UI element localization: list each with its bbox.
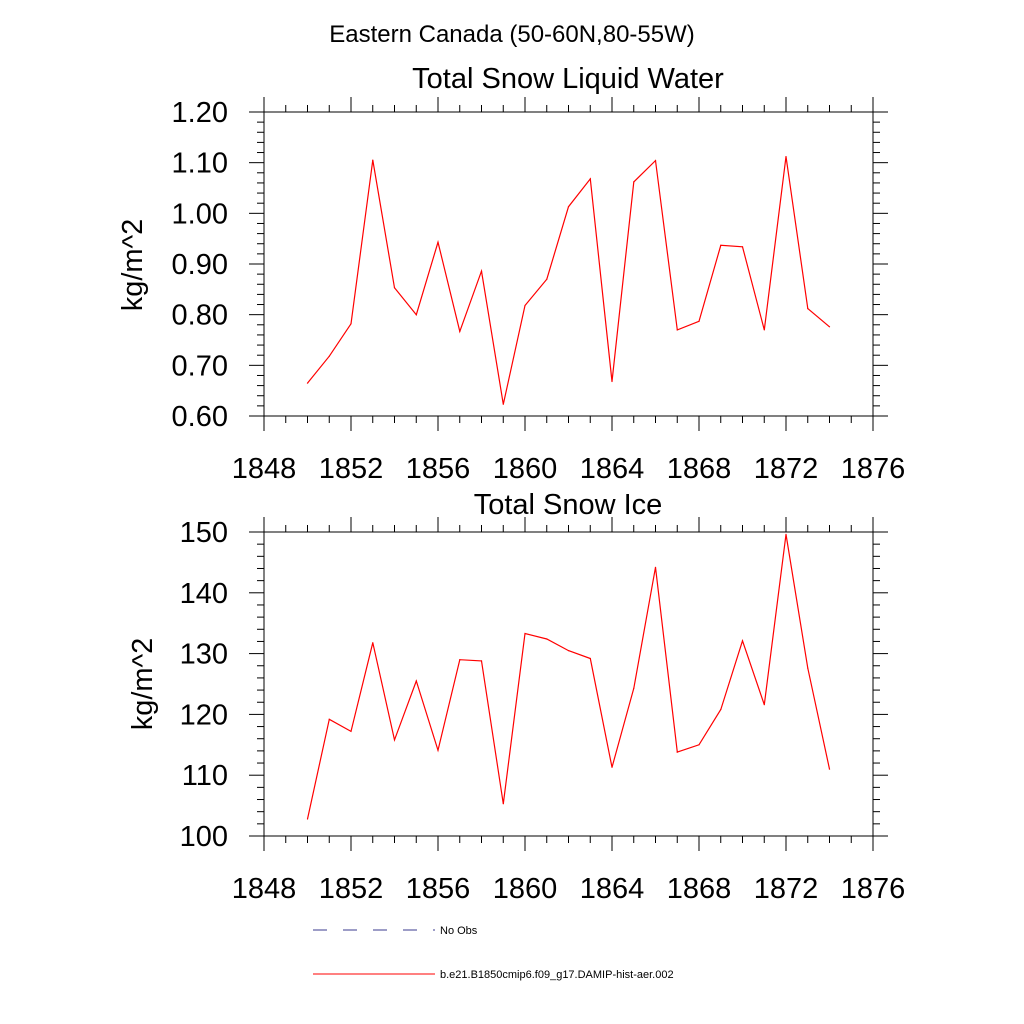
data-point [611, 380, 613, 383]
y-tick-label: 1.10 [172, 148, 228, 180]
y-tick-label: 130 [180, 639, 228, 671]
x-tick-label: 1868 [667, 873, 732, 905]
data-point [611, 766, 613, 768]
y-tick-label: 0.90 [172, 249, 228, 281]
data-point [350, 730, 352, 733]
y-tick-label: 0.60 [172, 401, 228, 433]
data-point [328, 355, 330, 357]
x-tick-label: 1868 [667, 453, 732, 485]
x-tick-label: 1856 [406, 453, 471, 485]
legend-run-label: b.e21.B1850cmip6.f09_g17.DAMIP-hist-aer.… [440, 969, 674, 981]
y-tick-label: 0.80 [172, 300, 228, 332]
data-point [393, 739, 396, 741]
y-tick-label: 1.20 [172, 97, 228, 129]
data-point [785, 156, 787, 158]
data-point [828, 326, 831, 328]
data-point [437, 241, 439, 243]
data-point [502, 803, 504, 805]
x-tick-label: 1860 [493, 453, 558, 485]
data-point [567, 650, 570, 652]
data-point [589, 657, 591, 660]
data-point [459, 330, 461, 332]
data-point [372, 642, 374, 644]
data-point [807, 667, 809, 669]
data-point [546, 278, 548, 280]
data-point [524, 304, 526, 307]
panel-snow-ice: Total Snow Ice kg/m^2 1848 1852 1856 1860 18… [127, 489, 905, 905]
data-point [415, 314, 417, 316]
x-tick-label: 1860 [493, 873, 558, 905]
y-tick-label: 110 [182, 760, 228, 792]
x-tick-label: 1856 [406, 873, 471, 905]
data-point [720, 244, 722, 246]
data-point [633, 687, 635, 689]
data-point [306, 818, 309, 820]
data-point [437, 749, 439, 751]
data-point [306, 382, 309, 384]
x-tick-label: 1864 [580, 873, 645, 905]
data-point [480, 660, 483, 662]
data-point [589, 178, 591, 180]
data-point [502, 403, 504, 405]
y-tick-label: 120 [180, 699, 228, 731]
plot-frame [263, 531, 874, 837]
data-point [741, 640, 744, 642]
panel-title: Total Snow Liquid Water [412, 63, 724, 95]
x-tick-label: 1872 [754, 873, 819, 905]
y-tick-label: 140 [180, 578, 228, 610]
x-tick-label: 1872 [754, 453, 819, 485]
data-point [698, 320, 700, 322]
data-point [415, 680, 417, 682]
legend: No Obs b.e21.B1850cmip6.f09_g17.DAMIP-hi… [313, 925, 674, 981]
data-point [567, 206, 570, 208]
data-point [676, 329, 678, 331]
data-point [328, 718, 330, 720]
data-point [459, 659, 461, 661]
x-tick-label: 1876 [841, 453, 906, 485]
data-point [763, 704, 765, 706]
data-point [393, 287, 396, 289]
data-point [480, 270, 483, 272]
data-point [828, 768, 831, 770]
data-point [524, 632, 526, 635]
panel-title: Total Snow Ice [474, 489, 663, 521]
data-point [350, 323, 352, 325]
panel-snow-liquid-water: Total Snow Liquid Water kg/m^2 1848 1852 1… [117, 63, 905, 485]
data-point [763, 329, 765, 331]
data-point [720, 708, 722, 711]
series-line [307, 156, 830, 405]
data-point [676, 751, 678, 753]
y-tick-label: 1.00 [172, 198, 228, 230]
data-point [807, 308, 809, 310]
x-tick-label: 1848 [232, 873, 297, 905]
data-point [785, 533, 787, 536]
x-tick-label: 1852 [319, 453, 384, 485]
figure-suptitle: Eastern Canada (50-60N,80-55W) [329, 21, 695, 48]
data-point [633, 181, 635, 183]
data-point [654, 566, 657, 568]
y-tick-label: 100 [180, 821, 228, 853]
x-tick-label: 1848 [232, 453, 297, 485]
x-tick-label: 1864 [580, 453, 645, 485]
y-axis-label: kg/m^2 [117, 219, 149, 312]
x-tick-label: 1852 [319, 873, 384, 905]
x-tick-label: 1876 [841, 873, 906, 905]
data-point [372, 159, 374, 161]
y-axis-label: kg/m^2 [127, 638, 159, 731]
y-tick-label: 0.70 [172, 350, 228, 382]
y-tick-label: 150 [180, 517, 228, 549]
data-point [654, 160, 657, 162]
data-point [698, 744, 700, 746]
data-point [546, 638, 548, 640]
legend-no-obs-label: No Obs [440, 925, 478, 937]
data-point [741, 246, 744, 248]
series-line [306, 534, 831, 820]
plot-frame [263, 111, 874, 417]
